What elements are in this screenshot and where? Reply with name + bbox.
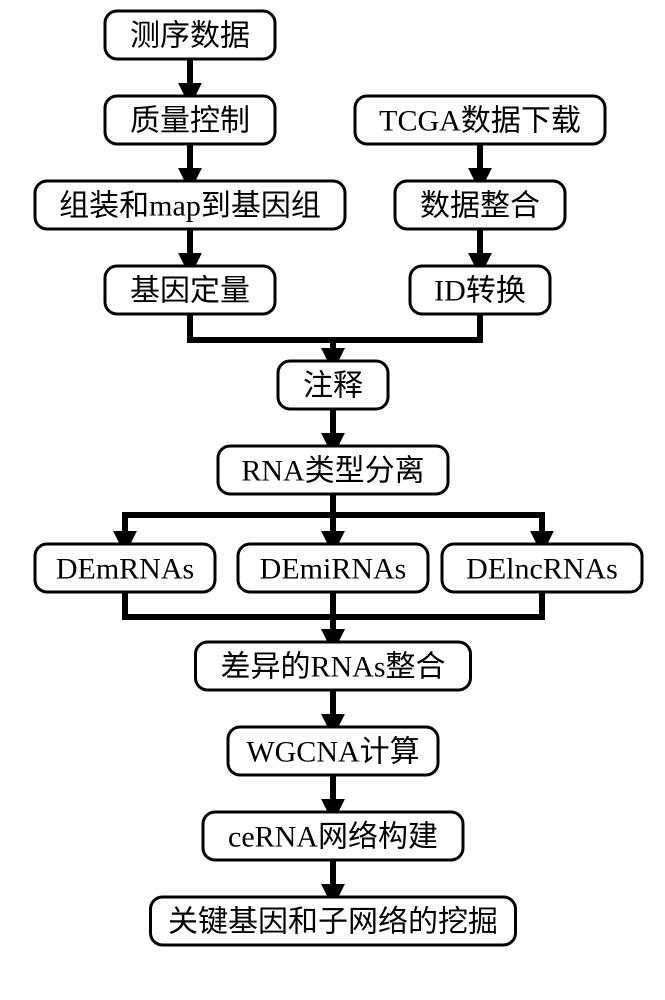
node-delncrnas-label: DElncRNAs bbox=[466, 553, 618, 586]
node-data_integ: 数据整合 bbox=[395, 181, 565, 229]
node-demrnas-label: DEmRNAs bbox=[56, 553, 194, 586]
node-data_integ-label: 数据整合 bbox=[420, 190, 540, 223]
node-seq_data-label: 测序数据 bbox=[130, 20, 250, 53]
node-assembly-label: 组装和map到基因组 bbox=[59, 190, 321, 223]
node-demirnas: DEmiRNAs bbox=[238, 544, 428, 592]
node-cerna: ceRNA网络构建 bbox=[203, 812, 463, 860]
edge-delncrnas-diff_integ bbox=[333, 592, 542, 642]
node-diff_integ: 差异的RNAs整合 bbox=[196, 642, 471, 690]
node-demirnas-label: DEmiRNAs bbox=[260, 553, 407, 586]
node-tcga-label: TCGA数据下载 bbox=[379, 105, 581, 138]
node-key_gene: 关键基因和子网络的挖掘 bbox=[151, 897, 516, 945]
node-id_conv-label: ID转换 bbox=[434, 275, 526, 308]
node-demrnas: DEmRNAs bbox=[35, 544, 215, 592]
node-qc-label: 质量控制 bbox=[130, 105, 250, 138]
node-tcga: TCGA数据下载 bbox=[355, 96, 605, 144]
node-annotate: 注释 bbox=[278, 361, 388, 409]
node-rna_sep: RNA类型分离 bbox=[218, 446, 448, 494]
node-gene_quant: 基因定量 bbox=[105, 266, 275, 314]
edge-id_conv-annotate bbox=[333, 314, 480, 361]
node-seq_data: 测序数据 bbox=[105, 11, 275, 59]
node-annotate-label: 注释 bbox=[303, 370, 363, 403]
node-delncrnas: DElncRNAs bbox=[442, 544, 642, 592]
node-rna_sep-label: RNA类型分离 bbox=[241, 455, 424, 488]
node-key_gene-label: 关键基因和子网络的挖掘 bbox=[168, 906, 498, 939]
edge-rna_sep-demrnas bbox=[125, 494, 333, 544]
node-gene_quant-label: 基因定量 bbox=[130, 275, 250, 308]
node-id_conv: ID转换 bbox=[410, 266, 550, 314]
edge-gene_quant-annotate bbox=[190, 314, 333, 361]
node-qc: 质量控制 bbox=[105, 96, 275, 144]
nodes-group: 测序数据质量控制组装和map到基因组基因定量 TCGA数据下载数据整合 ID转换注释… bbox=[35, 11, 642, 945]
node-wgcna: WGCNA计算 bbox=[228, 727, 438, 775]
node-assembly: 组装和map到基因组 bbox=[35, 181, 345, 229]
node-cerna-label: ceRNA网络构建 bbox=[228, 821, 438, 854]
edge-demrnas-diff_integ bbox=[125, 592, 333, 642]
flowchart-canvas: 测序数据质量控制组装和map到基因组基因定量 TCGA数据下载数据整合 ID转换注释… bbox=[0, 0, 665, 1000]
node-diff_integ-label: 差异的RNAs整合 bbox=[220, 651, 445, 684]
node-wgcna-label: WGCNA计算 bbox=[246, 736, 419, 769]
edge-rna_sep-delncrnas bbox=[333, 494, 542, 544]
